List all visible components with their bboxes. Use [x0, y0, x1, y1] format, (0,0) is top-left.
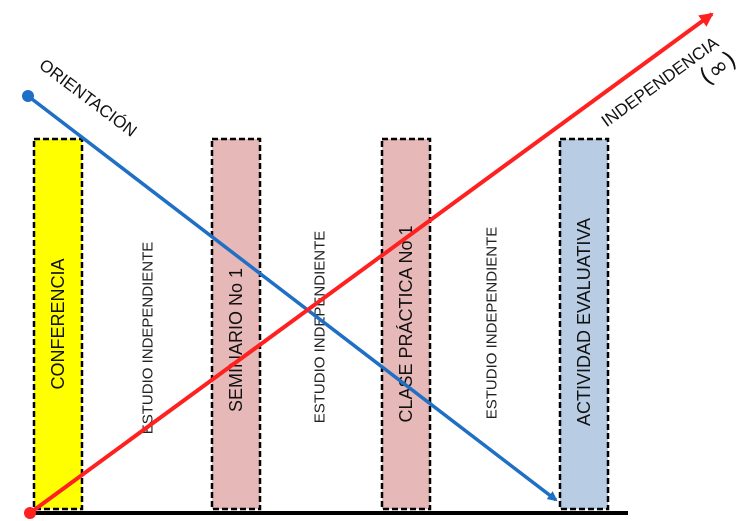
column-conferencia: CONFERENCIA: [32, 137, 84, 511]
column-seminario: SEMINARIO No 1: [210, 137, 262, 511]
independence-start-dot: [24, 507, 36, 519]
orientation-start-dot: [22, 90, 34, 102]
orientation-label: ORIENTACIÓN: [36, 55, 141, 140]
column-label: CONFERENCIA: [48, 258, 68, 389]
study-label-1: ESTUDIO INDEPENDIENTE: [140, 242, 157, 435]
column-label: CLASE PRÁCTICA No 1: [396, 225, 416, 422]
study-label-3: ESTUDIO INDEPENDIENTE: [484, 227, 501, 420]
independence-arrow: [28, 12, 714, 515]
column-label: SEMINARIO No 1: [226, 268, 246, 412]
column-box: [380, 137, 432, 511]
column-actividad-evaluativa: ACTIVIDAD EVALUATIVA: [558, 137, 610, 511]
column-box: [210, 137, 262, 511]
column-box: [558, 137, 610, 511]
column-label: ACTIVIDAD EVALUATIVA: [574, 218, 594, 426]
orientation-arrow: [26, 94, 558, 502]
study-label-2: ESTUDIO INDEPENDIENTE: [312, 231, 329, 424]
column-box: [32, 137, 84, 511]
column-clase-practica: CLASE PRÁCTICA No 1: [380, 137, 432, 511]
